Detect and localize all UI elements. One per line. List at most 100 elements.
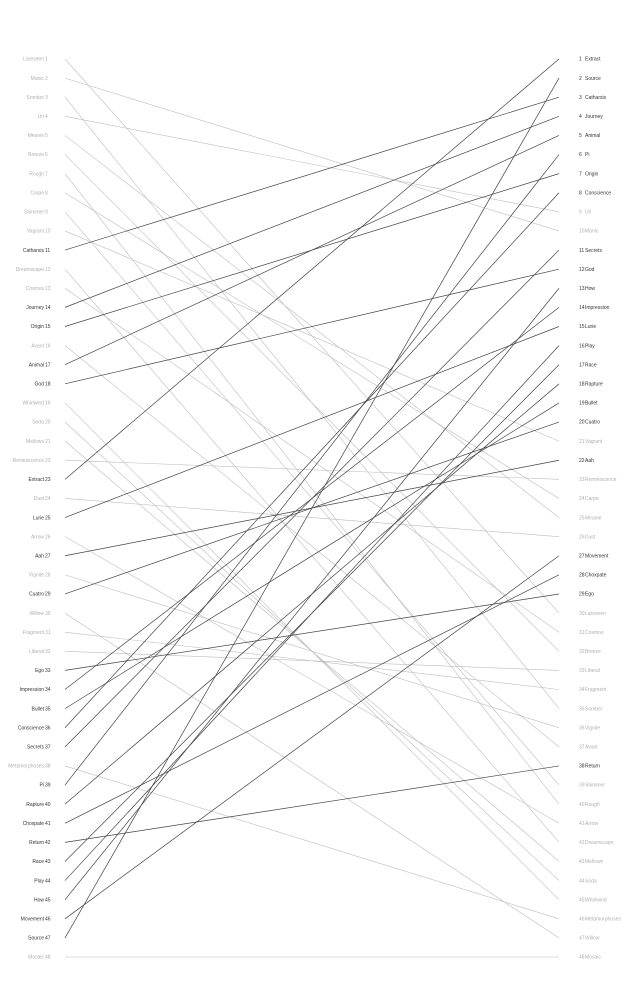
right-label-ego: Ego [585,592,594,598]
left-label-mosaic: Mosaic [28,955,44,961]
right-label-liberal: Liberal [585,668,600,674]
left-rank-pi: 39 [45,783,51,789]
right-rank-movement: 27 [579,553,585,559]
right-label-extract: Extract [585,57,601,63]
left-rank-vignite: 28 [45,573,51,579]
left-label-dust: Dust [34,496,45,502]
right-rank-play: 16 [579,343,585,349]
right-rank-shimmer: 39 [579,783,585,789]
right-label-cuatro: Cuatro [585,420,600,426]
left-rank-secrets: 37 [45,745,51,751]
right-label-return: Return [585,764,600,770]
right-rank-conscience: 8 [579,190,582,196]
right-rank-source: 2 [579,76,582,82]
left-label-pi: Pi [40,783,44,789]
left-label-bullet: Bullet [31,706,44,712]
slope-line-rapture [64,383,560,805]
left-rank-bullet: 35 [45,706,51,712]
right-rank-breeze: 32 [579,649,585,655]
left-label-mellows: Mellows [26,439,45,445]
right-label-somber: Somber [585,706,603,712]
left-label-uri: Uri [38,114,44,120]
right-rank-lurie: 15 [579,324,585,330]
right-label-mellows: Mellows [585,859,604,865]
slope-line-lurie [64,326,560,518]
right-rank-choxpate: 28 [579,573,585,579]
left-label-extract: Extract [28,477,44,483]
right-rank-race: 17 [579,362,585,368]
left-rank-catharsis: 11 [45,248,50,254]
slope-line-pi [64,154,560,786]
left-rank-manic: 2 [45,76,48,82]
right-label-metamorphoses: Metamorphoses [585,916,621,922]
right-rank-whirlwind: 45 [579,897,585,903]
slope-line-extract [64,58,560,480]
right-label-lareseen: Lareseen [585,611,606,617]
right-label-vagrant: Vagrant [585,439,603,445]
left-label-somber: Somber [26,95,44,101]
left-rank-shimmer: 9 [45,210,48,216]
left-rank-vagrant: 10 [45,229,51,235]
right-label-journey: Journey [585,114,603,120]
right-rank-dust: 26 [579,534,585,540]
right-label-aah: Aah [585,458,594,464]
left-label-shimmer: Shimmer [24,210,44,216]
left-label-carpe: Carpe [30,190,44,196]
left-rank-fragment: 31 [45,630,51,636]
left-rank-mellows: 21 [45,439,51,445]
right-rank-manic: 10 [579,229,585,235]
left-rank-source: 47 [45,936,51,942]
right-label-breeze: Breeze [585,649,601,655]
left-rank-race: 43 [45,859,51,865]
left-label-avant: Avant [31,343,44,349]
slope-line-movement [64,555,560,920]
left-rank-return: 42 [45,840,51,846]
right-label-god: God [585,267,595,273]
right-rank-liberal: 33 [579,668,585,674]
left-rank-origin: 15 [45,324,51,330]
left-label-arrow: Arrow [31,534,44,540]
left-rank-extract: 23 [45,477,51,483]
right-rank-pi: 6 [579,152,582,158]
right-label-catharsis: Catharsis [585,95,607,101]
left-label-cuatro: Cuatro [29,592,44,598]
left-rank-rough: 7 [45,171,48,177]
left-rank-carpe: 8 [45,190,48,196]
right-label-race: Race [585,362,597,368]
slope-line-manic [64,77,560,232]
left-rank-whirlwind: 19 [45,401,51,407]
right-label-bullet: Bullet [585,401,598,407]
left-label-aah: Aah [35,553,44,559]
left-label-play: Play [34,878,44,884]
left-label-lareseen: Lareseen [23,57,44,63]
right-rank-return: 38 [579,764,585,770]
left-rank-uri: 4 [45,114,48,120]
right-rank-carpe: 24 [579,496,585,502]
left-label-impression: Impression [20,687,45,693]
right-label-conscience: Conscience [585,190,611,196]
left-label-rapture: Rapture [26,802,44,808]
right-rank-vignite: 36 [579,725,585,731]
left-rank-journey: 14 [45,305,51,311]
left-rank-lareseen: 1 [45,57,48,63]
right-label-movement: Movement [585,553,609,559]
left-rank-lurie: 25 [45,515,51,521]
left-rank-conscience: 36 [45,725,51,731]
left-label-whirlwind: Whirlwind [22,401,44,407]
left-label-movement: Movement [21,916,45,922]
left-label-willow: Willow [30,611,45,617]
slope-line-arrow [64,536,560,824]
right-rank-arrow: 41 [579,821,585,827]
right-rank-lareseen: 30 [579,611,585,617]
right-label-vignite: Vignite [585,725,600,731]
left-rank-ego: 33 [45,668,51,674]
left-rank-play: 44 [45,878,51,884]
left-label-breeze: Breeze [28,152,44,158]
left-label-journey: Journey [26,305,44,311]
right-label-avant: Avant [585,745,598,751]
right-rank-god: 12 [579,267,585,273]
right-rank-ego: 29 [579,592,585,598]
slope-line-return [64,765,560,843]
